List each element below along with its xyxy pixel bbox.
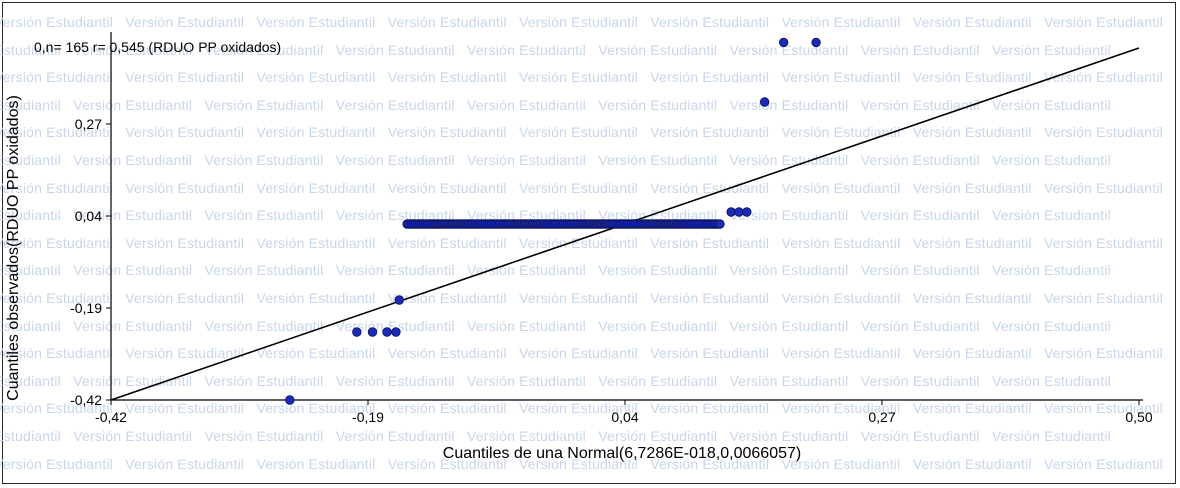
data-point	[811, 37, 821, 48]
data-point	[391, 327, 401, 337]
data-point	[778, 37, 789, 48]
data-point	[382, 327, 392, 337]
data-points	[285, 37, 821, 405]
data-point	[715, 219, 725, 229]
data-point	[759, 97, 770, 107]
x-tick-label: 0,50	[1125, 409, 1152, 425]
y-tick-label: 0,27	[75, 116, 102, 132]
data-point	[394, 295, 404, 305]
x-tick-label: 0,27	[868, 409, 895, 425]
y-axis-label: Cuantiles observados(RDUO PP oxidados)	[5, 95, 22, 401]
x-tick-label: -0,42	[95, 409, 127, 425]
data-point	[352, 327, 362, 337]
data-point	[367, 327, 378, 337]
chart-info-label: 0,n= 165 r= 0,545 (RDUO PP oxidados)	[34, 39, 281, 55]
y-tick-label: -0,42	[70, 392, 102, 408]
y-tick-label: 0,04	[75, 208, 102, 224]
data-point	[285, 395, 295, 405]
y-tick-label: -0,19	[70, 300, 102, 316]
x-axis-label: Cuantiles de una Normal(6,7286E-018,0,00…	[443, 445, 801, 462]
x-tick-label: 0,04	[611, 409, 638, 425]
data-point	[726, 207, 736, 217]
x-tick-label: -0,19	[352, 409, 384, 425]
data-point	[734, 207, 744, 217]
data-point	[742, 207, 752, 217]
axes: -0,42 -0,19 0,04 0,27 -0,42 -0,19 0,04 0,27 0,50	[70, 32, 1153, 425]
